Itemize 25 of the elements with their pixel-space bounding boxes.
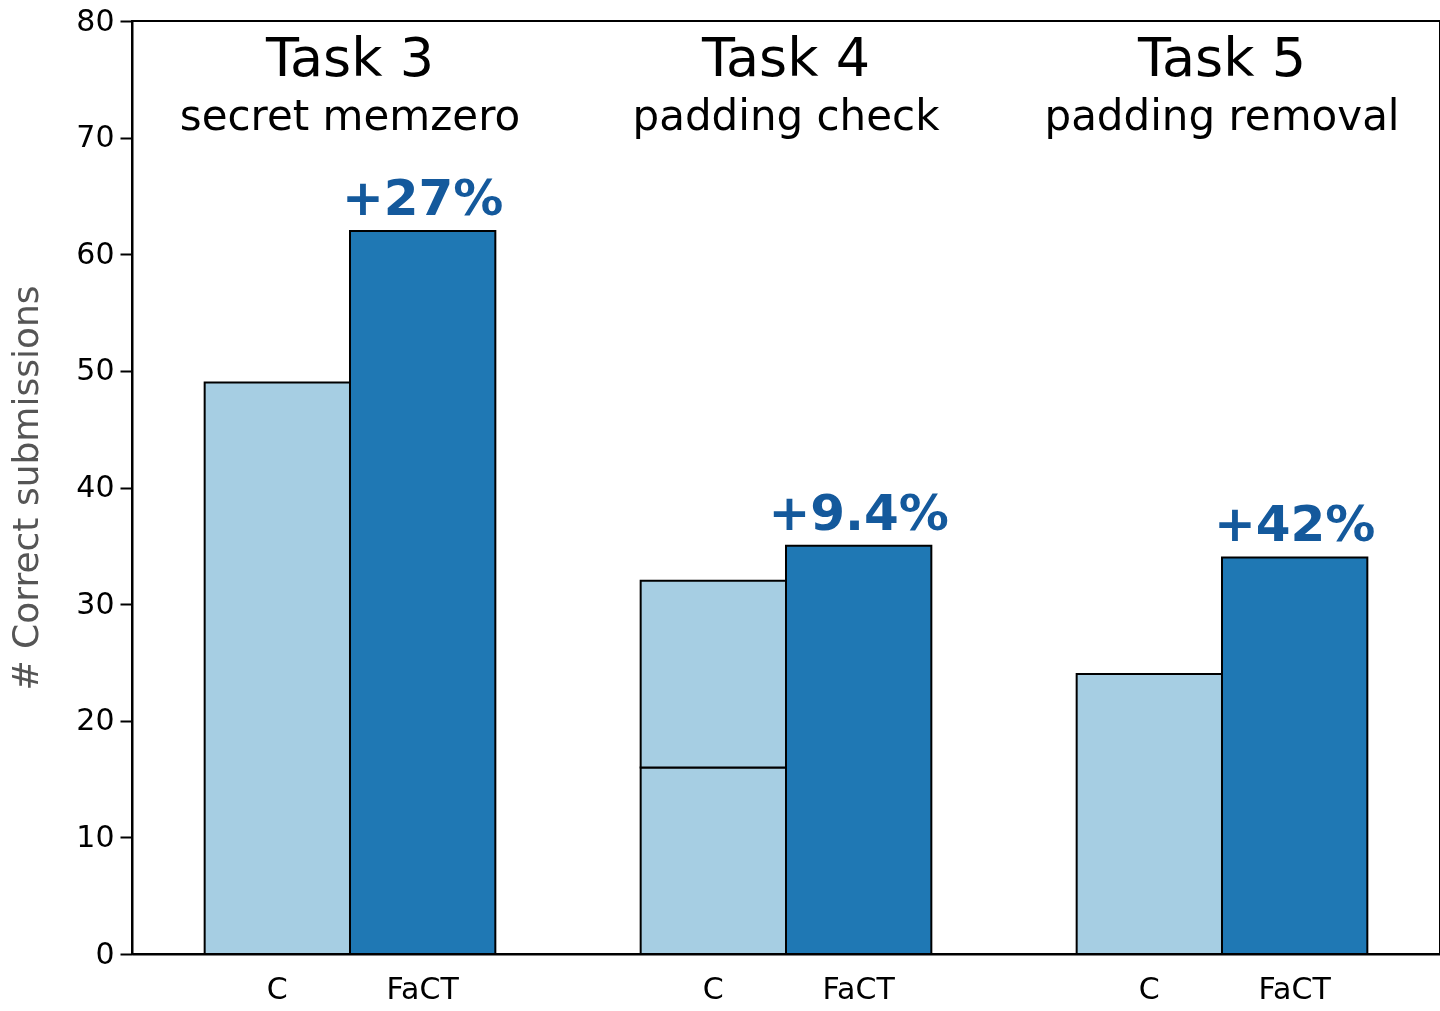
y-tick-label: 50: [76, 352, 115, 388]
x-tick-label: FaCT: [386, 970, 460, 1006]
annotation: +9.4%: [768, 483, 949, 542]
x-tick-label: C: [1138, 970, 1160, 1006]
annotation: padding removal: [1044, 91, 1400, 140]
x-tick-label: FaCT: [1258, 970, 1332, 1006]
annotation: Task 3: [264, 26, 435, 89]
y-tick-label: 80: [76, 2, 115, 38]
y-tick-label: 10: [76, 818, 115, 854]
x-tick-label: C: [702, 970, 724, 1006]
y-tick-label: 70: [76, 119, 115, 155]
x-tick-label: FaCT: [822, 970, 896, 1006]
y-tick-label: 0: [95, 935, 115, 971]
y-tick-label: 40: [76, 469, 115, 504]
y-tick-label: 20: [76, 702, 115, 738]
annotation: Task 4: [700, 26, 871, 89]
y-axis-title: # Correct submissions: [5, 285, 47, 691]
annotation: +27%: [341, 168, 504, 227]
y-tick-label: 30: [76, 585, 115, 621]
annotation: +42%: [1213, 495, 1376, 554]
annotation: padding check: [632, 91, 941, 140]
x-tick-label: C: [266, 970, 288, 1006]
annotation: Task 5: [1136, 26, 1307, 89]
annotation: secret memzero: [179, 91, 521, 140]
y-tick-label: 60: [76, 235, 115, 271]
